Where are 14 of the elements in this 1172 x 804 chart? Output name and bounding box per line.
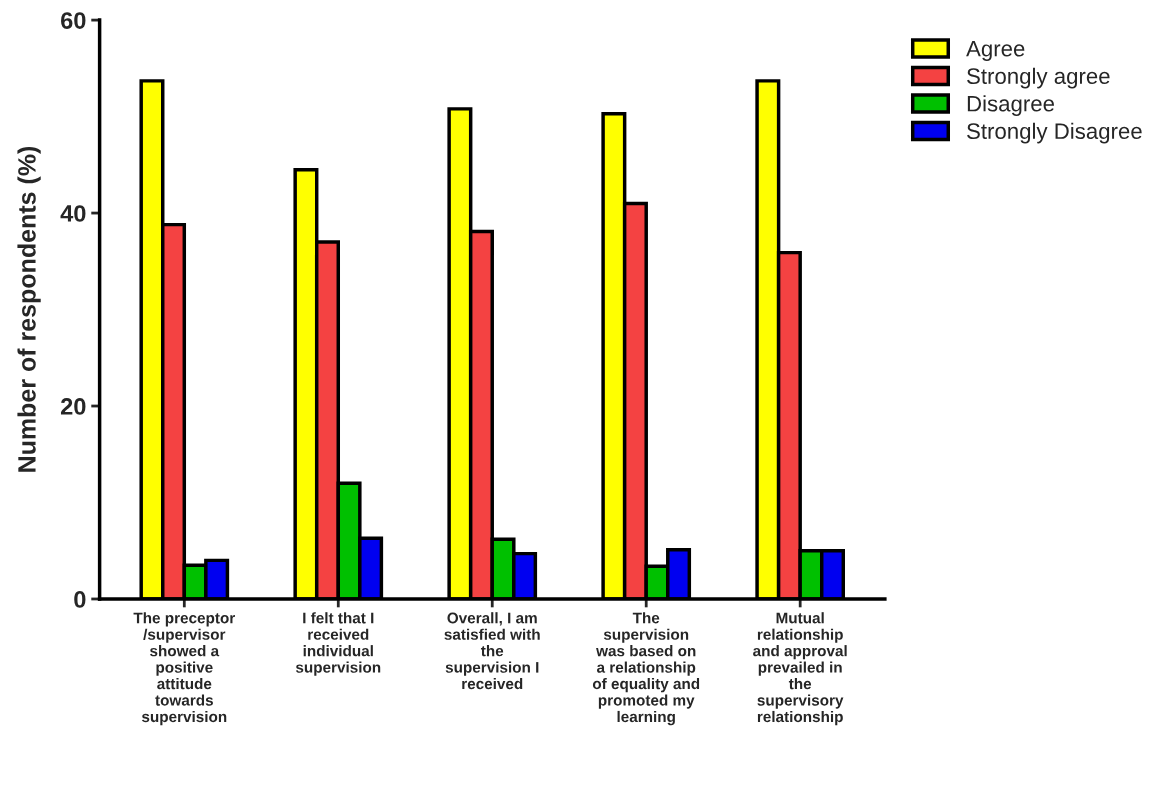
x-tick-label: I felt that I received individual supervision: [295, 612, 381, 676]
y-tick-label: 0: [74, 591, 86, 608]
x-tick-label: The supervision was based on a relationship of equality and promoted my learning: [592, 612, 700, 726]
legend-label: Strongly Disagree: [967, 122, 1142, 144]
y-tick-label: 60: [61, 12, 86, 29]
legend-label: Agree: [966, 41, 1025, 61]
x-tick-label: The preceptor /supervisor showed a positive attitude towards supervision: [133, 612, 236, 726]
y-tick-label: 20: [60, 398, 86, 415]
x-tick-label: Mutual relationship and approval prevailed in the supervisory relationship: [753, 612, 847, 726]
y-axis-title: Number of respondents (%): [17, 146, 41, 472]
legend-label: Strongly agree: [967, 67, 1110, 89]
x-tick-label: Overall, I am satisfied with the supervision I received: [444, 612, 540, 690]
legend-label: Disagree: [967, 95, 1054, 116]
y-tick-label: 40: [60, 205, 86, 222]
